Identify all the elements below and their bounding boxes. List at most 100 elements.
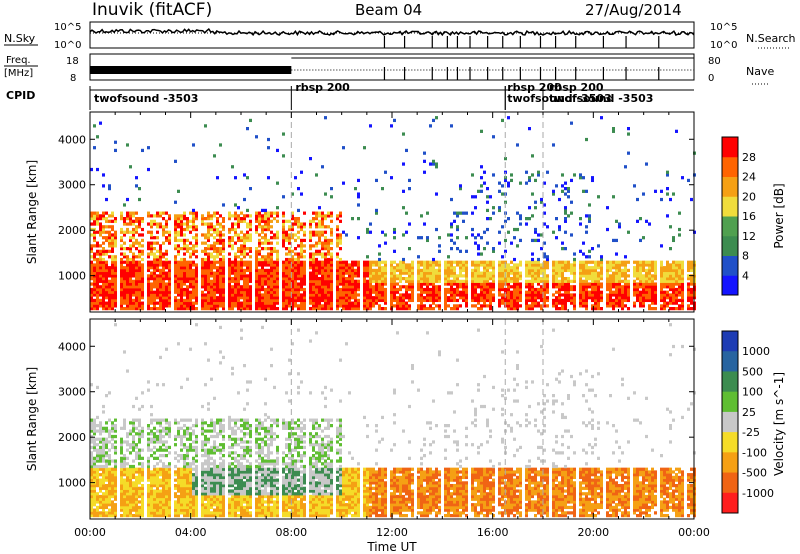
heat-cell [168,287,171,292]
heat-cell [258,282,261,286]
heat-cell [186,271,189,275]
heat-cell [189,268,192,273]
heat-cell [423,282,426,286]
heat-cell [147,222,150,226]
heat-cell [213,298,216,303]
heat-cell [351,277,354,281]
heat-cell [249,233,252,237]
heat-cell [189,285,192,289]
heat-cell [210,255,213,259]
heat-cell [504,178,507,183]
heat-cell [678,233,681,237]
heat-cell [135,271,138,275]
heat-cell [396,307,399,311]
heat-cell [267,287,270,292]
heat-cell [147,301,150,305]
heat-cell [192,217,195,221]
heat-cell [459,184,462,188]
power-colorbar-label: Power [dB] [772,183,786,248]
heat-cell [543,268,546,273]
heat-cell [390,282,393,286]
heat-cell [321,274,324,278]
heat-cell [96,385,99,390]
heat-cell [99,255,102,259]
heat-cell [531,257,534,262]
heat-cell [162,503,165,507]
heat-cell [90,260,93,264]
heat-cell [591,260,594,264]
heat-cell [537,287,540,292]
heat-cell [501,255,504,259]
heat-cell [594,266,597,270]
heat-cell [318,296,321,300]
heat-cell [483,277,486,281]
heat-cell [594,307,597,311]
heat-cell [174,304,177,308]
heat-cell [138,407,141,411]
heat-cell [342,266,345,270]
heat-cell [159,355,162,360]
heat-cell [318,233,321,237]
heat-cell [303,263,306,267]
heat-cell [591,247,594,251]
heat-cell [177,252,180,256]
heat-cell [246,236,249,240]
heat-cell [648,307,651,311]
heat-cell [138,478,141,482]
heat-cell [120,268,123,273]
heat-cell [330,287,333,292]
heat-cell [336,274,339,278]
heat-cell [174,296,177,300]
heat-cell [540,293,543,297]
heat-cell [159,484,162,488]
heat-cell [165,277,168,281]
heat-cell [294,290,297,294]
heat-cell [135,277,138,281]
heat-cell [219,230,222,234]
heat-cell [474,260,477,264]
heat-cell [228,293,231,297]
heat-cell [192,263,195,267]
heat-cell [498,230,501,234]
heat-cell [390,285,393,289]
heat-cell [93,285,96,289]
heat-cell [294,293,297,297]
heat-cell [216,301,219,305]
heat-cell [126,271,129,275]
heat-cell [99,500,102,504]
heat-cell [438,304,441,308]
heat-cell [552,304,555,308]
heat-cell [90,475,93,480]
heat-cell [348,296,351,300]
heat-cell [288,238,291,243]
heat-cell [315,244,318,248]
heat-cell [120,257,123,262]
heat-cell [654,271,657,275]
heat-cell [162,227,165,232]
heat-cell [96,511,99,515]
heat-cell [465,266,468,270]
heat-cell [165,464,168,469]
heat-cell [456,236,459,240]
heat-cell [138,467,141,471]
heat-cell [525,279,528,283]
heat-cell [102,440,105,444]
heat-cell [90,484,93,488]
heat-cell [111,437,114,441]
heat-cell [618,266,621,270]
heat-cell [177,217,180,221]
heat-cell [111,489,114,493]
heat-cell [363,277,366,281]
heat-cell [123,421,126,425]
heat-cell [282,268,285,273]
heat-cell [183,252,186,256]
heat-cell [663,279,666,283]
heat-cell [372,298,375,303]
heat-cell [111,236,114,240]
heat-cell [315,271,318,275]
heat-cell [291,307,294,311]
heat-cell [525,274,528,278]
heat-cell [150,249,153,253]
heat-cell [618,296,621,300]
heat-cell [570,266,573,270]
